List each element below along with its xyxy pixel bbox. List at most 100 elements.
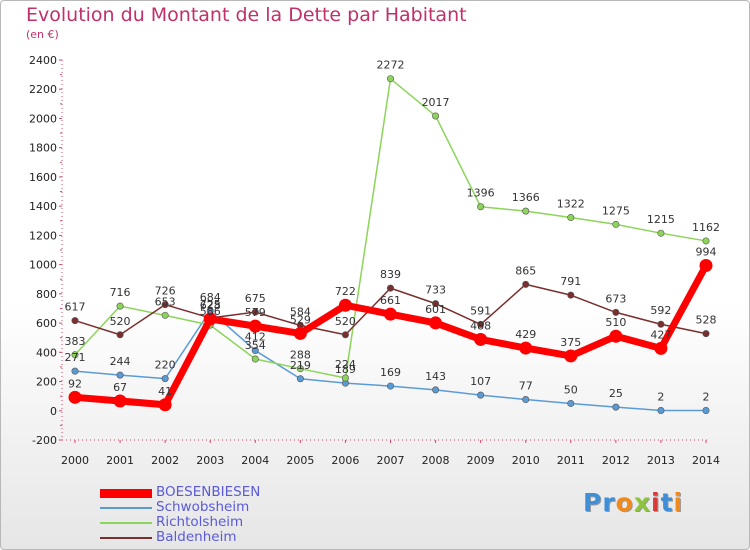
logo-letter: P: [583, 488, 603, 517]
data-point: [161, 311, 169, 319]
data-label: 653: [155, 295, 176, 308]
data-point: [609, 329, 623, 343]
logo-letter: o: [615, 488, 634, 517]
data-label: 1366: [512, 191, 540, 204]
data-label: 429: [515, 328, 536, 341]
series-boesenbiesen: [68, 258, 713, 412]
data-label: 2017: [422, 96, 450, 109]
series-schwobsheim: [71, 307, 710, 414]
data-label: 169: [380, 366, 401, 379]
x-tick-label: 2006: [331, 454, 359, 467]
logo-letter: x: [633, 488, 651, 517]
data-label: 67: [113, 381, 127, 394]
data-label: 1215: [647, 213, 675, 226]
legend-item: BOESENBIESEN: [100, 484, 340, 500]
data-point: [567, 399, 575, 407]
data-point: [296, 365, 304, 373]
data-label: 994: [696, 245, 717, 258]
logo-letter: r: [602, 488, 616, 517]
data-point: [522, 280, 530, 288]
data-point: [702, 237, 710, 245]
legend-swatch: [100, 507, 152, 509]
data-label: 25: [609, 387, 623, 400]
data-label: 1162: [692, 221, 720, 234]
y-tick-label: 800: [36, 288, 57, 301]
data-label: 375: [560, 336, 581, 349]
data-label: 1322: [557, 198, 585, 211]
x-tick-label: 2008: [422, 454, 450, 467]
x-tick-label: 2005: [286, 454, 314, 467]
data-point: [293, 326, 307, 340]
data-point: [699, 258, 713, 272]
legend: BOESENBIESEN Schwobsheim Richtolsheim Balde…: [100, 484, 340, 545]
data-label: 839: [380, 268, 401, 281]
data-point: [477, 320, 485, 328]
y-tick-label: 1800: [29, 142, 57, 155]
data-label: 733: [425, 284, 446, 297]
y-tick-label: 400: [36, 346, 57, 359]
data-label: 601: [425, 303, 446, 316]
data-label: 2: [703, 390, 710, 403]
data-labels-layer: 92 67 41 628 579 529 722 661 601 488 429 375 510 427 9…: [65, 59, 721, 404]
data-label: 628: [200, 299, 221, 312]
x-tick-label: 2012: [602, 454, 630, 467]
data-label: 244: [110, 355, 131, 368]
data-point: [477, 391, 485, 399]
y-tick-label: 2400: [29, 54, 57, 67]
data-label: 41: [158, 385, 172, 398]
data-point: [116, 331, 124, 339]
data-point: [654, 341, 668, 355]
data-point: [386, 75, 394, 83]
data-label: 92: [68, 377, 82, 390]
data-label: 675: [245, 292, 266, 305]
data-point: [474, 332, 488, 346]
x-tick-label: 2011: [557, 454, 585, 467]
data-point: [519, 341, 533, 355]
data-label: 591: [470, 304, 491, 317]
data-point: [161, 375, 169, 383]
data-label: 220: [155, 359, 176, 372]
data-point: [113, 394, 127, 408]
data-label: 1396: [467, 187, 495, 200]
chart-subtitle: (en €): [26, 28, 59, 41]
data-point: [158, 398, 172, 412]
data-point: [477, 203, 485, 211]
data-point: [612, 403, 620, 411]
legend-item: Schwobsheim: [100, 499, 340, 515]
data-label: 865: [515, 264, 536, 277]
x-tick-label: 2002: [151, 454, 179, 467]
data-label: 143: [425, 370, 446, 383]
data-point: [702, 406, 710, 414]
data-point: [161, 301, 169, 309]
y-tick-label: 0: [50, 405, 57, 418]
data-point: [567, 291, 575, 299]
data-point: [657, 229, 665, 237]
y-tick-label: 600: [36, 317, 57, 330]
logo-letter: i: [651, 488, 661, 517]
data-point: [248, 319, 262, 333]
x-tick-label: 2004: [241, 454, 269, 467]
y-tick-label: 1200: [29, 229, 57, 242]
data-point: [657, 406, 665, 414]
x-tick-label: 2003: [196, 454, 224, 467]
data-label: 224: [335, 358, 356, 371]
data-label: 684: [200, 291, 221, 304]
data-point: [71, 351, 79, 359]
y-tick-label: 2200: [29, 83, 57, 96]
data-label: 661: [380, 294, 401, 307]
legend-label: Baldenheim: [156, 529, 237, 545]
data-point: [203, 312, 217, 326]
proxiti-logo: Proxiti: [583, 488, 683, 517]
data-label: 510: [605, 316, 626, 329]
data-point: [341, 331, 349, 339]
data-label: 2: [657, 390, 664, 403]
data-point: [384, 307, 397, 321]
legend-swatch: [100, 537, 152, 539]
data-point: [296, 375, 304, 383]
legend-item: Richtolsheim: [100, 514, 340, 530]
y-tick-label: 1400: [29, 200, 57, 213]
data-label: 520: [335, 315, 356, 328]
series-baldenheim: [71, 280, 710, 339]
data-label: 383: [65, 335, 86, 348]
data-label: 529: [290, 313, 311, 326]
